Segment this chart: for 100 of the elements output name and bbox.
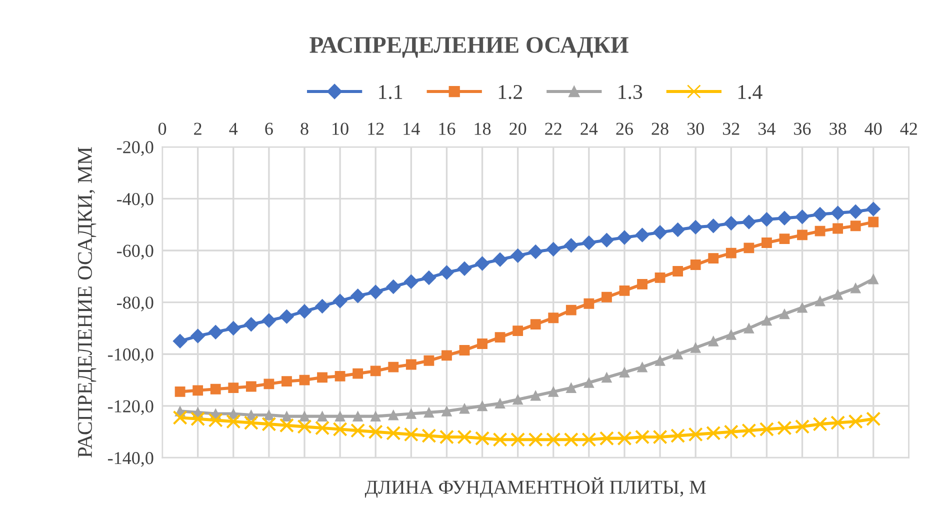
point	[457, 430, 472, 444]
point	[759, 422, 774, 437]
point	[299, 411, 310, 422]
x-tick-label: 40	[864, 122, 882, 135]
point	[759, 212, 774, 227]
point	[442, 350, 452, 361]
point	[332, 294, 348, 308]
point	[226, 414, 241, 429]
point	[317, 372, 328, 383]
point	[584, 298, 594, 309]
point	[794, 419, 810, 434]
point	[332, 422, 348, 437]
point	[601, 372, 612, 383]
point	[422, 270, 436, 285]
point	[546, 432, 561, 447]
point	[368, 424, 383, 440]
point	[814, 226, 826, 236]
point	[475, 256, 490, 271]
point	[388, 410, 399, 420]
point	[530, 319, 541, 330]
point	[246, 381, 256, 392]
point	[566, 382, 576, 394]
point	[672, 348, 684, 360]
point	[190, 412, 206, 426]
point	[422, 428, 436, 444]
point	[726, 248, 736, 258]
point	[617, 431, 632, 446]
point	[317, 411, 328, 422]
point	[439, 265, 454, 280]
x-tick-label: 0	[158, 122, 166, 135]
legend-label: 1.4	[738, 85, 762, 100]
point	[777, 420, 792, 436]
point	[439, 430, 454, 444]
point	[795, 210, 810, 224]
point	[297, 419, 312, 434]
point	[370, 366, 381, 376]
y-tick-label: -40,0	[117, 192, 154, 208]
x-tick-label: 34	[758, 122, 776, 135]
point	[494, 332, 506, 343]
point	[226, 321, 241, 336]
y-tick-label: -140,0	[108, 452, 154, 467]
point	[814, 296, 826, 306]
point	[850, 220, 861, 232]
point	[262, 313, 276, 328]
point	[619, 285, 630, 296]
point	[208, 412, 223, 428]
x-tick-label: 4	[229, 122, 238, 135]
point	[866, 202, 881, 216]
point	[866, 412, 881, 426]
point	[315, 298, 330, 314]
point	[494, 398, 506, 409]
x-tick-label: 42	[900, 122, 917, 135]
point	[172, 334, 188, 348]
point	[334, 411, 346, 422]
point	[724, 424, 738, 440]
point	[635, 228, 650, 242]
point	[388, 362, 399, 372]
point	[688, 427, 703, 442]
point	[548, 386, 559, 397]
point	[210, 384, 221, 394]
point	[637, 362, 648, 372]
point	[264, 410, 274, 420]
y-tick-label: -60,0	[117, 244, 154, 260]
chart-title: РАСПРЕДЕЛЕНИЕ ОСАДКИ	[310, 37, 628, 58]
point	[406, 359, 416, 370]
x-tick-label: 2	[194, 122, 202, 135]
point	[652, 225, 668, 240]
point	[599, 232, 614, 248]
x-tick-label: 18	[474, 122, 491, 135]
legend-label: 1.3	[618, 85, 642, 100]
point	[619, 367, 630, 378]
point	[368, 284, 383, 300]
x-tick-label: 36	[794, 122, 811, 135]
x-tick-label: 24	[580, 122, 598, 135]
y-tick-label: -80,0	[117, 296, 154, 312]
point	[708, 336, 719, 346]
point	[688, 220, 703, 234]
point	[584, 377, 594, 388]
point	[548, 312, 559, 324]
point	[282, 376, 292, 387]
y-tick-label: -120,0	[108, 400, 154, 415]
point	[244, 317, 258, 332]
point	[172, 410, 188, 425]
x-axis-title: ДЛИНА ФУНДАМЕНТНОЙ ПЛИТЫ, М	[364, 477, 706, 498]
point	[459, 345, 470, 356]
point	[797, 230, 808, 240]
point	[744, 242, 754, 254]
point	[459, 403, 470, 414]
point	[601, 292, 612, 302]
point	[706, 218, 721, 234]
point	[726, 329, 736, 340]
point	[652, 430, 668, 444]
point	[564, 432, 578, 447]
point	[812, 207, 828, 222]
point	[670, 428, 686, 444]
y-tick-label: -20,0	[117, 141, 154, 156]
point	[812, 416, 828, 432]
point	[350, 288, 366, 304]
point	[654, 272, 666, 283]
x-tick-label: 14	[404, 122, 420, 135]
